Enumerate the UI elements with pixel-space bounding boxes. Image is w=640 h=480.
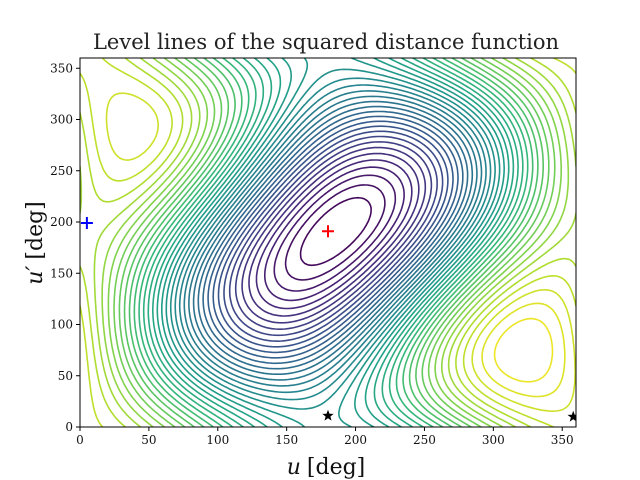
contour-level	[156, 58, 510, 427]
star-marker	[567, 410, 576, 422]
contour-level	[264, 166, 405, 302]
x-axis-unit: [deg]	[307, 455, 365, 480]
contour-level	[273, 174, 397, 292]
x-axis-label: u [deg]	[287, 455, 366, 480]
contour-level	[248, 152, 420, 317]
contour-level	[165, 58, 501, 427]
plus-marker	[322, 225, 334, 238]
contour-level	[217, 125, 449, 348]
y-tick-label: 300	[50, 113, 73, 127]
contour-level	[118, 58, 550, 427]
contour-level	[161, 58, 505, 427]
contour-level	[113, 58, 556, 427]
contour-level	[481, 302, 566, 398]
chart-title: Level lines of the squared distance func…	[93, 30, 559, 54]
star-marker	[322, 409, 334, 421]
y-axis-unit: [deg]	[23, 201, 48, 259]
contour-level	[123, 58, 544, 427]
contour-level	[128, 58, 539, 427]
contour-level	[133, 58, 534, 427]
x-tick-label: 0	[76, 433, 84, 447]
contour-level	[228, 135, 438, 337]
contour-level	[80, 58, 576, 427]
contour-level	[174, 77, 492, 401]
x-tick-label: 250	[413, 433, 436, 447]
contour-level	[152, 58, 515, 427]
y-tick-label: 0	[65, 420, 73, 434]
x-axis-ticks: 0 50 100 150 200 250 300 350	[76, 427, 574, 447]
contour-level	[299, 196, 372, 267]
plus-marker	[80, 217, 93, 230]
contour-level	[142, 58, 524, 427]
y-axis-ticks: 0 50 100 150 200 250 300 350	[50, 61, 80, 434]
y-tick-label: 250	[50, 164, 73, 178]
x-axis-var: u	[287, 455, 301, 480]
y-tick-label: 150	[50, 266, 73, 280]
y-tick-label: 350	[50, 61, 73, 75]
contour-level	[101, 58, 570, 427]
contour-level	[202, 110, 464, 365]
contour-level	[178, 84, 487, 394]
contour-lines	[80, 58, 576, 427]
x-tick-label: 300	[482, 433, 505, 447]
x-tick-label: 50	[141, 433, 156, 447]
y-tick-label: 200	[50, 215, 73, 229]
contour-level	[284, 184, 386, 281]
contour-level	[183, 90, 483, 387]
plot-frame	[79, 57, 577, 428]
contour-level	[234, 141, 433, 330]
contour-level	[80, 58, 576, 427]
contour-level	[138, 58, 529, 427]
contour-level	[493, 317, 554, 383]
contour-level	[197, 105, 469, 370]
markers	[80, 217, 576, 422]
contour-level	[169, 68, 496, 410]
y-axis-label: u′ [deg]	[23, 201, 48, 285]
contour-level	[212, 120, 454, 354]
contour-level	[147, 58, 519, 427]
contour-level	[207, 115, 459, 359]
contour-level	[188, 95, 478, 381]
contour-level	[105, 92, 576, 412]
contour-level	[192, 100, 474, 375]
contour-level	[80, 58, 576, 427]
x-tick-label: 150	[275, 433, 298, 447]
y-tick-label: 100	[50, 318, 73, 332]
contour-level	[223, 130, 444, 342]
contour-level	[107, 58, 562, 427]
contour-level	[255, 159, 413, 310]
contour-level	[241, 146, 427, 324]
x-tick-label: 350	[551, 433, 574, 447]
y-axis-var: u′	[23, 266, 48, 285]
x-tick-label: 100	[206, 433, 229, 447]
y-tick-label: 50	[58, 369, 73, 383]
x-tick-label: 200	[344, 433, 367, 447]
